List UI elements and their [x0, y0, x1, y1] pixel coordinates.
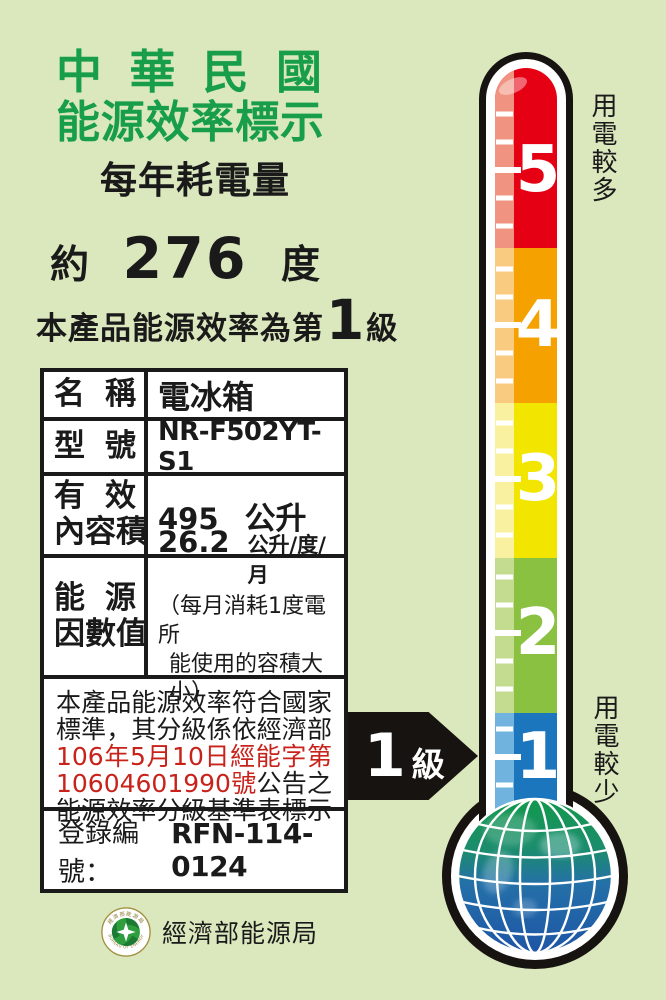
uses-more-power-label: 用電較多: [587, 92, 617, 204]
row-capacity-label-line1: 有效: [54, 478, 136, 515]
table-row-model: 型號 NR-F502YT-S1: [44, 417, 344, 477]
energy-factor-note-line2: 能使用的容積大小）: [169, 651, 324, 706]
thermometer-grade-numbers: 5 4 3 2 1: [516, 133, 561, 794]
grade-arrow-number: 1: [364, 721, 406, 791]
thermometer-tick-marks: [495, 111, 521, 788]
annual-consumption-value-line: 約 276 度: [50, 226, 320, 292]
registration-row: 登錄編號： RFN-114-0124: [44, 811, 344, 889]
uses-less-power-label: 用電較少: [589, 694, 619, 806]
capacity-value: 495: [158, 501, 219, 536]
bureau-of-energy-seal-icon: 經濟部能源局 BUREAU OF ENERGY: [101, 907, 151, 957]
label-title-line1: 中華民國: [56, 45, 322, 99]
row-model-label: 型號: [54, 427, 136, 464]
globe-icon: [456, 797, 614, 955]
registration-label: 登錄編號：: [58, 818, 139, 888]
product-name-value: 電冰箱: [158, 377, 255, 416]
row-ef-label-line2: 因數值: [54, 615, 147, 652]
label-title-line2: 能源效率標示: [56, 97, 324, 148]
grade-sentence-post: 級: [366, 311, 399, 347]
compliance-statement: 本產品能源效率符合國家 標準，其分級係依經濟部 106年5月10日經能字第 10604…: [44, 679, 344, 824]
kwh-unit: 度: [280, 243, 320, 288]
registration-number: RFN-114-0124: [171, 817, 313, 883]
compliance-statement-line: 10604601990號公告之: [56, 769, 332, 798]
footer: 經濟部能源局 BUREAU OF ENERGY 經濟部能源局: [100, 906, 318, 958]
grade-arrow-suffix: 級: [411, 745, 445, 784]
capacity-unit: 公升: [244, 500, 307, 537]
energy-factor-unit: 公升/度/月: [247, 533, 326, 588]
thermometer-grade-3: 3: [516, 442, 561, 516]
thermometer-grade-2: 2: [516, 596, 561, 670]
model-number-value: NR-F502YT-S1: [158, 416, 322, 477]
thermometer-grade-4: 4: [516, 288, 561, 362]
row-capacity-label-line2: 內容積: [54, 514, 147, 550]
table-row-capacity: 有效 內容積 495 公升: [44, 476, 344, 558]
agency-name: 經濟部能源局: [162, 919, 319, 948]
approx-prefix: 約: [50, 243, 90, 288]
compliance-statement-line: 106年5月10日經能字第: [56, 742, 332, 771]
compliance-statement-line: 本產品能源效率符合國家: [56, 688, 332, 717]
thermometer-scale-sections: [495, 68, 557, 816]
thermometer-grade-5: 5: [516, 133, 561, 207]
grade-sentence-number: 1: [326, 288, 365, 352]
table-row-name: 名稱 電冰箱: [44, 372, 344, 421]
compliance-statement-line: 能源效率分級基準表標示: [56, 796, 332, 825]
compliance-statement-line: 標準，其分級係依經濟部: [56, 715, 332, 744]
grade-sentence-pre: 本產品能源效率為第: [36, 311, 324, 347]
table-row-energy-factor: 能源 因數值 26.2 公升/度/月 （每月消耗1度電所 能使用的容積大小）: [44, 525, 344, 705]
energy-factor-value: 26.2: [158, 525, 230, 560]
grade-sentence: 本產品能源效率為第 1 級: [36, 288, 398, 352]
annual-kwh-value: 276: [122, 226, 248, 292]
row-ef-label-line1: 能源: [54, 579, 136, 616]
annual-consumption-heading: 每年耗電量: [100, 159, 290, 202]
energy-factor-note-line1: （每月消耗1度電所: [158, 594, 326, 648]
product-spec-table: 名稱 電冰箱 型號 NR-F502YT-S1 有效 內容積 495 公升 能源 …: [40, 368, 348, 893]
thermometer-grade-1: 1: [516, 720, 561, 794]
row-name-label: 名稱: [54, 375, 136, 412]
